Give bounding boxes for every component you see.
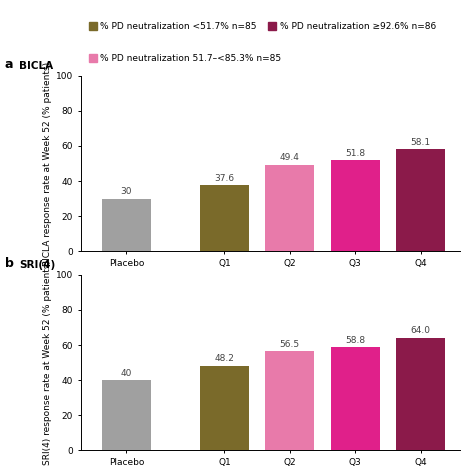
Text: 37.6: 37.6 <box>214 173 235 182</box>
Text: SRI(4): SRI(4) <box>19 260 55 270</box>
Text: 58.8: 58.8 <box>345 336 365 345</box>
Bar <box>331 160 380 251</box>
Text: 58.1: 58.1 <box>410 137 430 146</box>
Text: 30: 30 <box>120 187 132 196</box>
Bar <box>200 366 249 450</box>
Bar <box>331 347 380 450</box>
Text: 51.8: 51.8 <box>345 149 365 158</box>
Text: 56.5: 56.5 <box>280 339 300 348</box>
Text: Anifrolumab 150 mg and 300 mg: Anifrolumab 150 mg and 300 mg <box>228 283 379 292</box>
Bar <box>396 149 445 251</box>
Text: b: b <box>5 257 14 270</box>
Text: BICLA: BICLA <box>19 61 53 71</box>
Bar <box>265 164 314 251</box>
Bar <box>102 199 151 251</box>
Text: 40: 40 <box>121 368 132 377</box>
Bar <box>102 380 151 450</box>
Text: 64.0: 64.0 <box>410 327 430 336</box>
Bar <box>265 351 314 450</box>
Bar <box>200 185 249 251</box>
Text: a: a <box>5 58 13 71</box>
Text: 48.2: 48.2 <box>214 354 234 363</box>
Y-axis label: BICLA response rate at Week 52 (% patients): BICLA response rate at Week 52 (% patien… <box>43 62 52 265</box>
Legend: % PD neutralization 51.7–<85.3% n=85: % PD neutralization 51.7–<85.3% n=85 <box>85 50 285 66</box>
Text: 49.4: 49.4 <box>280 153 300 162</box>
Bar <box>396 338 445 450</box>
Y-axis label: SRI(4) response rate at Week 52 (% patients): SRI(4) response rate at Week 52 (% patie… <box>43 260 52 465</box>
